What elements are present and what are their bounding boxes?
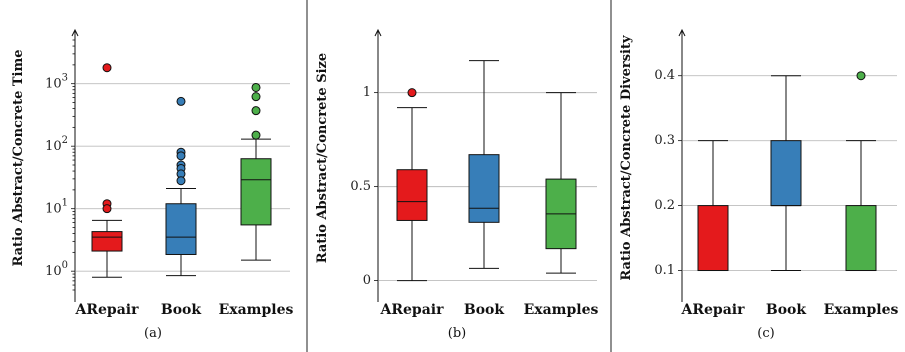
y-tick-label: 0.2: [654, 198, 675, 213]
box-examples: [545, 92, 577, 274]
box-iqr: [770, 140, 802, 207]
y-axis-label: Ratio Abstract/Concrete Time: [11, 49, 26, 266]
outlier-point: [102, 63, 112, 73]
box-arepair: [396, 88, 428, 282]
box-iqr: [91, 231, 123, 252]
category-label: Book: [161, 302, 202, 318]
category-label: Book: [766, 302, 807, 318]
box-iqr: [396, 169, 428, 221]
y-axis-arrow: [374, 28, 382, 37]
panel-caption: (b): [448, 326, 466, 341]
box-iqr: [468, 154, 500, 223]
panel-caption: (c): [757, 326, 774, 341]
category-label: Book: [464, 302, 505, 318]
box-iqr: [697, 205, 729, 272]
outlier-point: [251, 82, 261, 92]
panel-caption: (a): [144, 326, 162, 341]
box-iqr: [165, 203, 197, 255]
outlier-point: [176, 96, 186, 106]
outlier-point: [856, 71, 866, 81]
y-tick-label: 0.1: [654, 263, 675, 278]
outlier-point: [407, 88, 417, 98]
outlier-point: [251, 92, 261, 102]
y-tick-label: 103: [45, 72, 68, 91]
outlier-point: [102, 204, 112, 214]
outlier-point: [176, 151, 186, 161]
y-tick-label: 0: [363, 273, 371, 288]
y-tick-label: 100: [45, 260, 68, 279]
y-axis-label: Ratio Abstract/Concrete Diversity: [619, 35, 634, 281]
outlier-point: [176, 176, 186, 186]
box-examples: [845, 71, 877, 272]
chart-panel-1: 100 101 102 103 Ratio Abstract/Concrete Time…: [11, 28, 294, 341]
box-iqr: [240, 158, 272, 226]
y-tick-label: 1: [363, 85, 371, 100]
category-label: ARepair: [681, 302, 746, 318]
box-examples: [240, 82, 272, 261]
outlier-point: [251, 106, 261, 116]
y-axis-arrow: [678, 28, 686, 37]
box-arepair: [697, 140, 729, 272]
category-label: Examples: [219, 302, 294, 318]
category-label: ARepair: [380, 302, 445, 318]
box-book: [770, 75, 802, 272]
box-book: [165, 96, 197, 277]
outlier-point: [251, 130, 261, 140]
y-axis-label: Ratio Abstract/Concrete Size: [315, 53, 330, 263]
chart-panel-2: 0 0.5 1 Ratio Abstract/Concrete Size ARepair…: [315, 28, 599, 341]
y-axis-arrow: [71, 28, 79, 37]
y-tick-label: 0.4: [654, 68, 675, 83]
box-iqr: [845, 205, 877, 272]
category-label: Examples: [524, 302, 599, 318]
y-tick-label: 101: [45, 197, 68, 216]
y-tick-label: 0.5: [350, 179, 371, 194]
box-arepair: [91, 63, 123, 278]
category-label: Examples: [824, 302, 899, 318]
y-tick-label: 0.3: [654, 133, 675, 148]
chart-panel-3: 0.1 0.2 0.3 0.4 Ratio Abstract/Concrete Dive…: [619, 28, 899, 341]
category-label: ARepair: [75, 302, 140, 318]
y-tick-label: 102: [45, 135, 68, 154]
box-book: [468, 60, 500, 269]
